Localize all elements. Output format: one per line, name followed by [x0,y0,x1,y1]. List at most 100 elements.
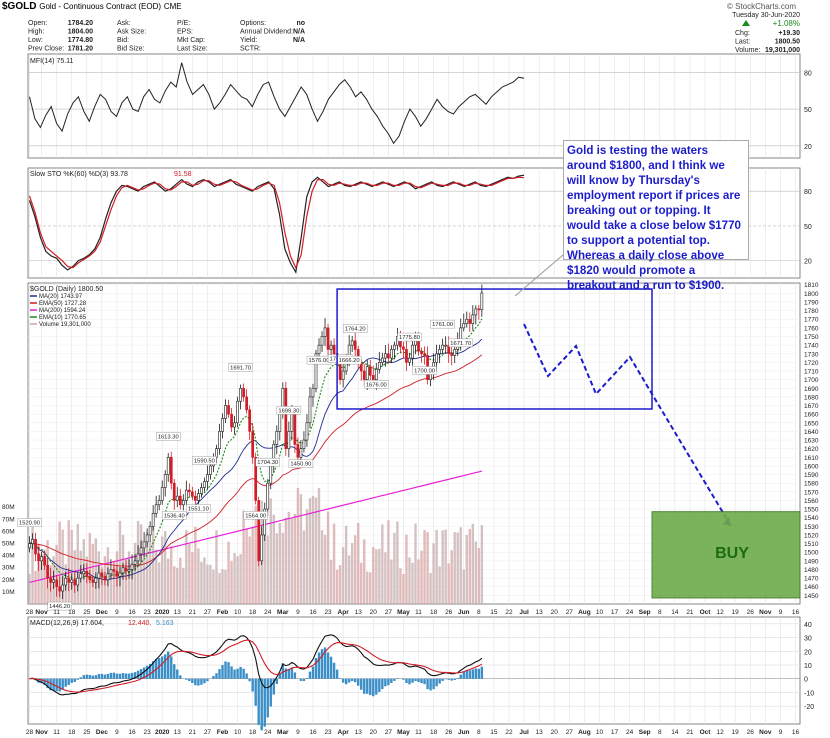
candle-body [40,556,43,562]
candle-body [477,308,481,311]
volume-bar [203,557,206,604]
macd-hist-bar [459,674,462,679]
macd-hist-bar [438,678,441,684]
macd-hist-bar [124,673,128,679]
candle-body [109,569,113,575]
candle-body [305,422,309,441]
candle-body [218,431,221,449]
date-label: Tuesday 30-Jun-2020 [732,12,800,19]
x-tick-label: 27 [566,729,574,736]
candle-body [353,340,357,350]
x-tick-label: 2020 [155,609,170,616]
volume-bar [91,543,95,604]
macd-hist-bar [164,654,167,679]
x-tick-label: Mar [277,729,289,736]
volume-bar [414,523,417,604]
x-tick-label: 16 [792,609,800,616]
x-tick-label: Jul [519,729,529,736]
candle-body [139,547,143,555]
macd-hist-bar [287,669,291,679]
candle-body [43,556,46,566]
volume-bar [347,555,351,604]
candle-body [377,362,381,370]
volume-bar [344,525,348,604]
candle-body [88,576,92,581]
macd-hist-bar [381,678,384,690]
x-tick-label: 20 [370,729,378,736]
x-tick-label: 13 [536,729,544,736]
candle-body [284,387,288,449]
volume-bar [100,566,104,604]
macd-hist-bar [263,678,266,727]
macd-hist-bar [414,678,417,682]
x-tick-label: 9 [115,729,119,736]
volume-bar [151,523,155,604]
volume-bar [278,523,282,604]
price-tick: 1720 [804,360,819,367]
stat-label: Options: [240,20,266,27]
candle-body [215,448,218,458]
macd-tick: -20 [804,704,814,711]
macd-hist-bar [142,667,146,679]
macd-hist-bar [363,678,366,694]
macd-hist-bar [251,678,254,692]
candle-body [79,573,83,579]
mfi-title: MFI(14) 75.11 [30,58,74,65]
right-stat-label: Chg: [735,30,750,37]
volume-bar [212,569,215,604]
x-tick-label: 13 [355,729,363,736]
macd-hist-bar [480,666,484,679]
volume-bar [462,569,465,604]
candle-body [37,553,40,562]
macd-hist-bar [97,673,101,679]
price-label: 1764.20 [345,326,366,332]
macd-hist-bar [390,678,393,684]
macd-hist-bar [100,673,104,679]
price-tick: 1800 [804,291,819,298]
x-tick-label: Dec [96,729,108,736]
macd-hist-bar [453,678,456,680]
price-label: 1590.50 [194,458,215,464]
candle-body [52,579,55,583]
macd-hist-bar [157,658,161,679]
x-tick-label: 9 [779,609,783,616]
macd-hist-bar [444,678,447,680]
macd-hist-bar [248,678,251,682]
x-tick-label: 22 [505,729,513,736]
candle-body [251,431,255,458]
price-label: 1613.30 [158,434,179,440]
volume-bar [176,567,179,604]
price-label: 1691.70 [230,365,251,371]
candle-body [365,366,369,380]
volume-bar [329,559,333,604]
macd-hist-bar [115,673,119,679]
candle-body [70,579,74,583]
watermark: © StockCharts.com [726,2,796,11]
stat-label: Prev Close: [28,46,64,53]
macd-hist-bar [215,673,218,679]
x-tick-label: 23 [324,729,332,736]
x-tick-label: Jun [458,609,470,616]
macd-hist-bar [188,678,191,682]
sto-value: 91.58 [174,171,192,178]
x-tick-label: 19 [732,609,740,616]
volume-bar [426,532,429,604]
macd-hist-bar [200,678,203,685]
price-tick: 1490 [804,558,819,565]
macd-hist-bar [353,678,357,683]
candle-body [178,495,182,506]
macd-hist-bar [360,678,363,690]
candle-body [287,431,291,449]
x-tick-label: 27 [385,729,393,736]
macd-hist-bar [411,678,414,683]
candle-body [67,577,71,583]
macd-hist-bar [332,662,336,679]
x-tick-label: 18 [249,729,257,736]
price-label-box [397,332,422,342]
candle-body [121,567,125,574]
volume-bar [381,524,384,604]
candle-body [350,340,354,346]
x-tick-label: 13 [355,609,363,616]
x-tick-label: Dec [96,609,108,616]
candle-body [480,292,484,311]
